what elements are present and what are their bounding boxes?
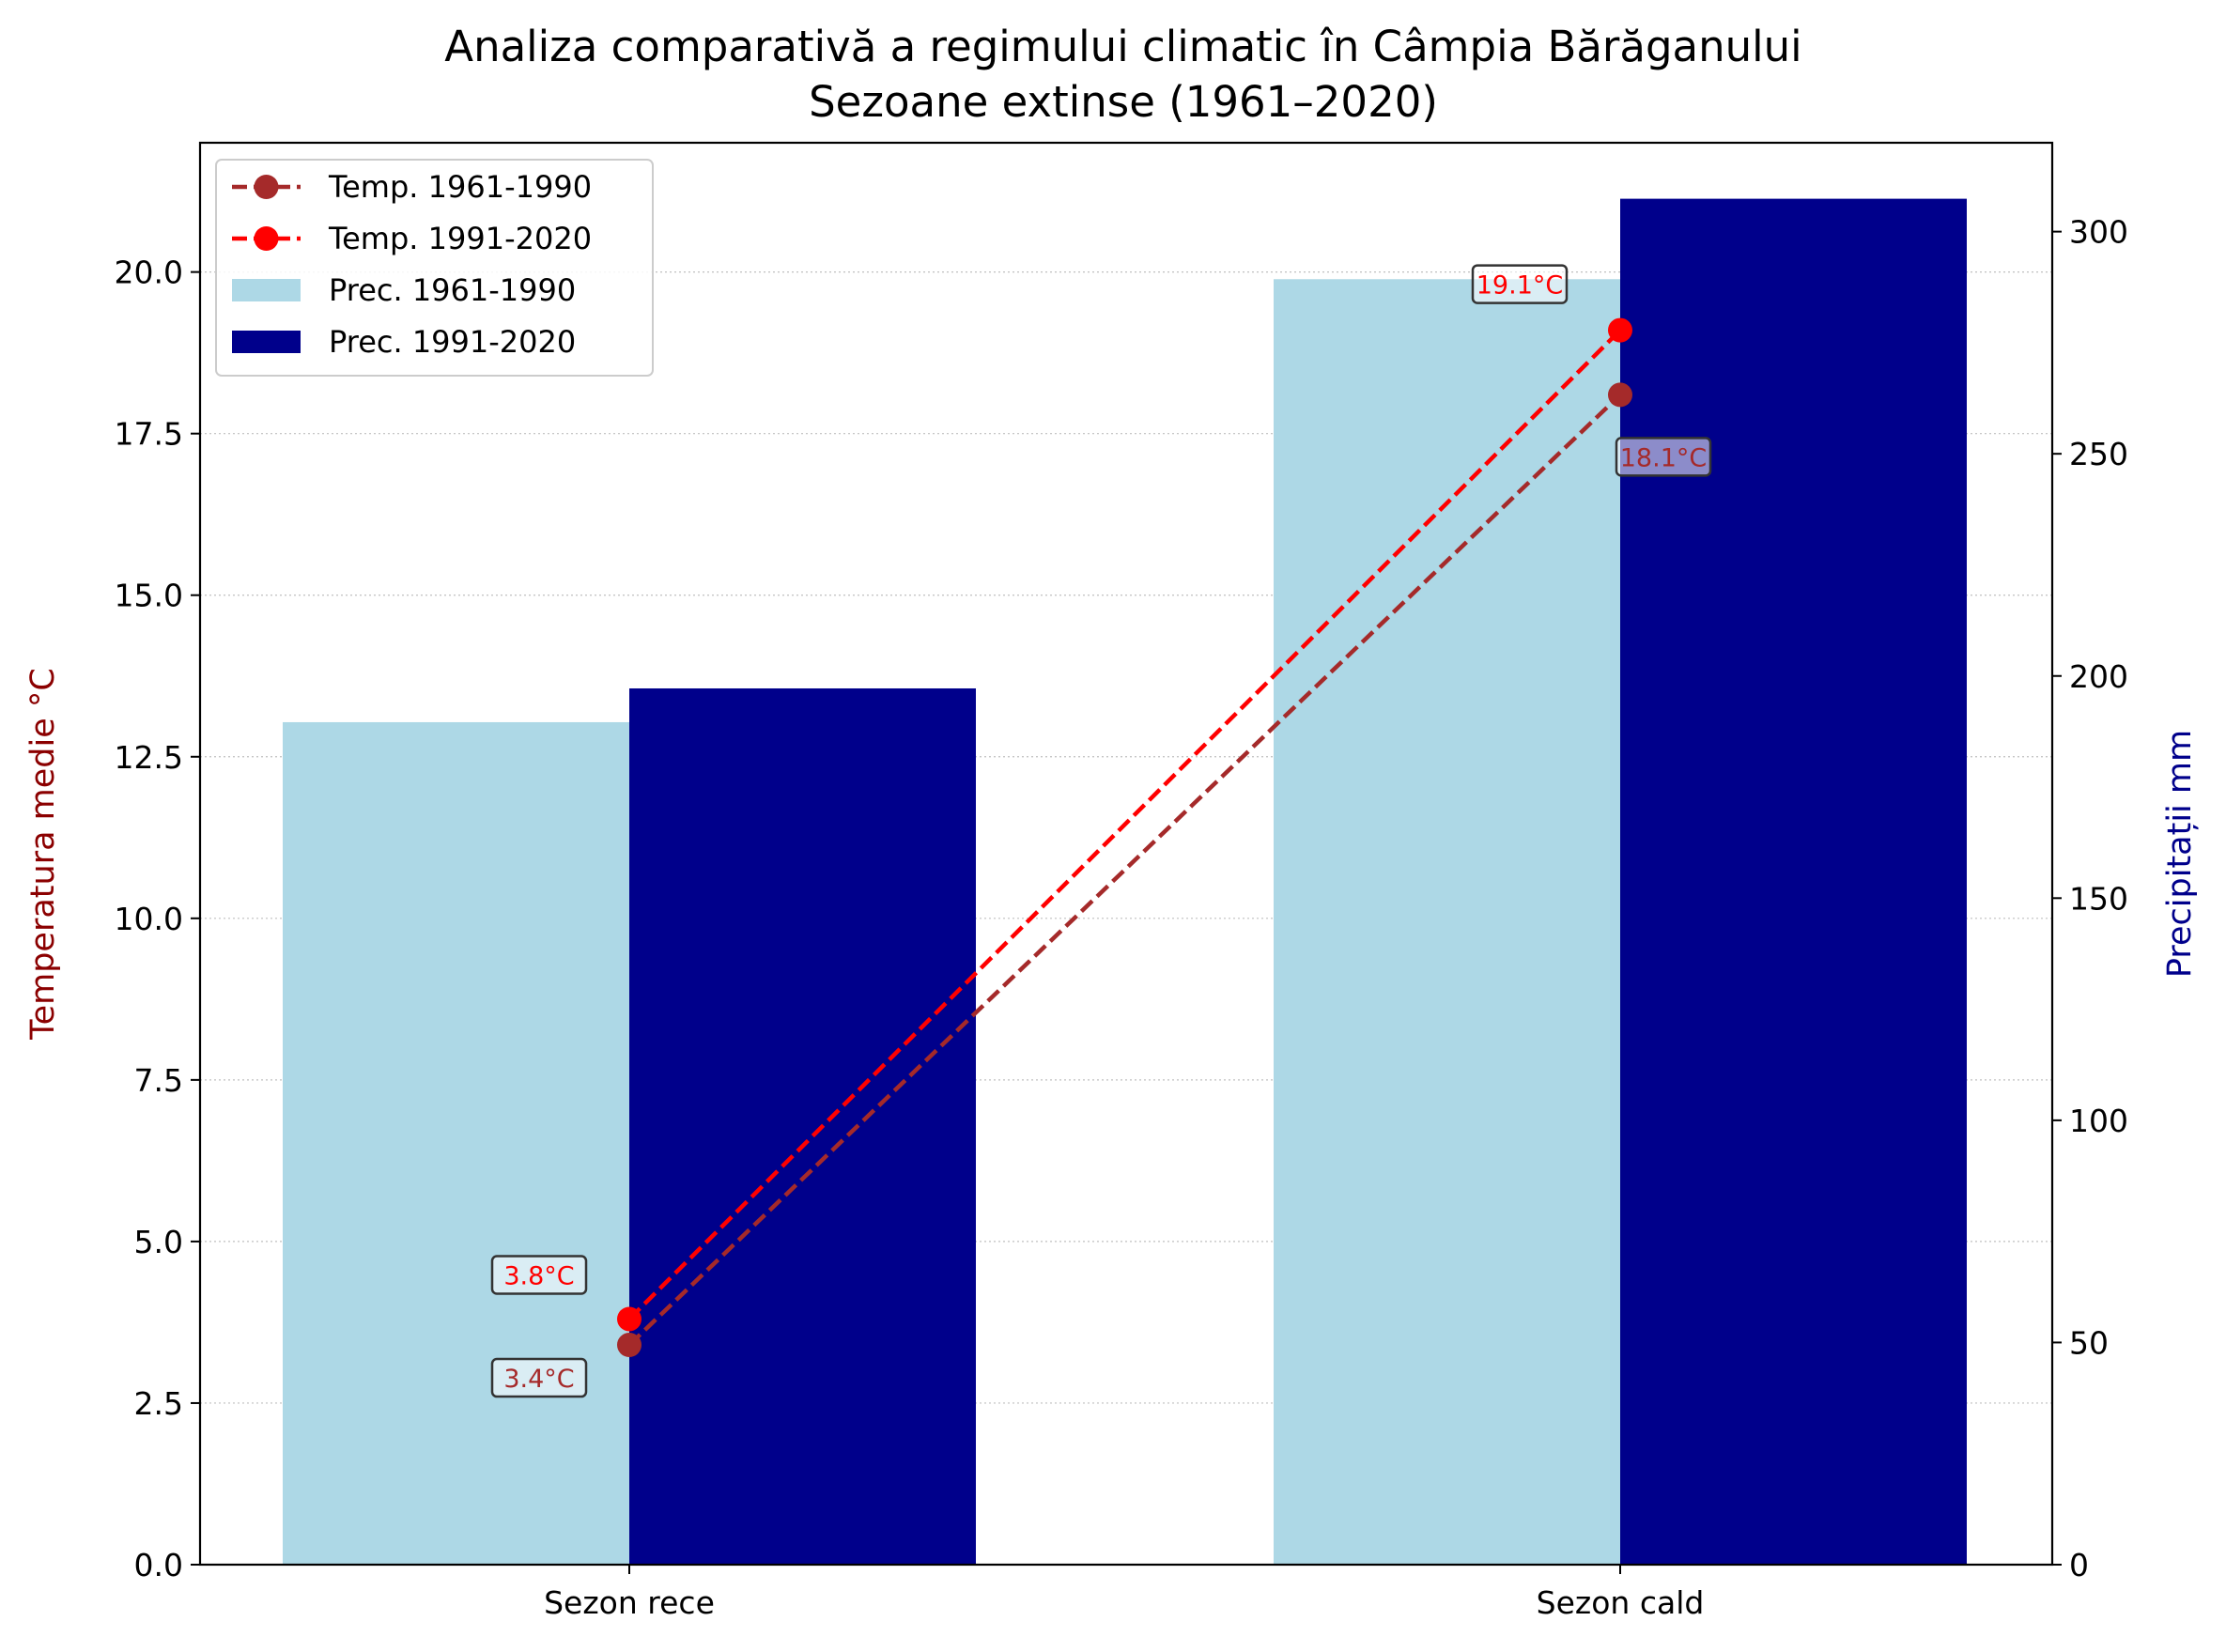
y-left-tick-label: 17.5 [115,416,183,453]
y-axis-right-label: Precipitații mm [2161,730,2199,978]
line-layer [617,317,1632,1358]
data-label-box [1615,437,1712,477]
y-right-tick-label: 200 [2069,658,2128,695]
data-label-box [1471,264,1569,304]
y-left-tick-label: 0.0 [134,1547,183,1583]
y-left-tick-label: 20.0 [115,255,183,291]
x-tick-label: Sezon cald [1537,1584,1705,1621]
series-point [617,1333,642,1358]
y-left-tick-label: 15.0 [115,578,183,614]
data-label-box [490,1357,588,1398]
axis-layer: 0.0 2.5 5.0 7.5 10.0 12.5 15.0 17.5 20.0 0 50 100 15… [115,141,2128,1621]
x-tick-label: Sezon rece [544,1584,715,1621]
y-right-tick-label: 250 [2069,436,2128,472]
data-label: 18.1°C [1620,443,1707,472]
series-point [1608,382,1632,408]
y-axis-left-label: Temperatura medie °C [24,668,62,1041]
data-label: 19.1°C [1476,271,1563,301]
legend-bar-swatch [232,331,301,353]
y-right-tick-label: 300 [2069,214,2128,251]
y-right-tick-label: 100 [2069,1103,2128,1139]
legend: Temp. 1961-1990 Temp. 1991-2020 Prec. 1961… [215,159,654,377]
bar-prec-1961-1990 [283,721,629,1565]
legend-bar-swatch [232,279,301,301]
series-line-temp-1991-2020 [627,328,1622,1321]
bar-layer [283,198,1967,1565]
legend-marker [254,175,279,199]
series-point [617,1306,642,1332]
series-line-temp-1961-1990 [627,393,1622,1347]
plot-frame [198,141,2054,1567]
series-point [1608,317,1632,343]
legend-label: Temp. 1961-1990 [328,169,592,205]
y-left-tick-label: 5.0 [134,1224,183,1260]
y-left-tick-label: 7.5 [134,1062,183,1099]
chart-subtitle: Sezoane extinse (1961–2020) [809,77,1438,127]
y-left-tick-label: 10.0 [115,901,183,937]
bar-prec-1991-2020 [629,687,976,1565]
y-left-tick-label: 2.5 [134,1385,183,1422]
chart-title: Analiza comparativă a regimului climatic… [444,22,1801,71]
y-right-tick-label: 150 [2069,880,2128,917]
annotation-layer: 3.4°C 18.1°C 3.8°C 19.1°C [490,264,1712,1398]
y-right-tick-label: 0 [2069,1547,2089,1583]
bar-prec-1991-2020 [1620,198,1967,1565]
data-label: 3.4°C [503,1365,574,1394]
legend-box [215,159,654,377]
legend-label: Prec. 1991-2020 [329,324,576,360]
legend-marker [254,226,279,251]
y-left-tick-label: 12.5 [115,739,183,776]
data-label-box [490,1255,588,1295]
legend-label: Temp. 1991-2020 [328,221,592,256]
legend-label: Prec. 1961-1990 [329,272,576,308]
data-label: 3.8°C [503,1261,574,1290]
y-right-tick-label: 50 [2069,1324,2109,1361]
bar-prec-1961-1990 [1274,279,1620,1565]
